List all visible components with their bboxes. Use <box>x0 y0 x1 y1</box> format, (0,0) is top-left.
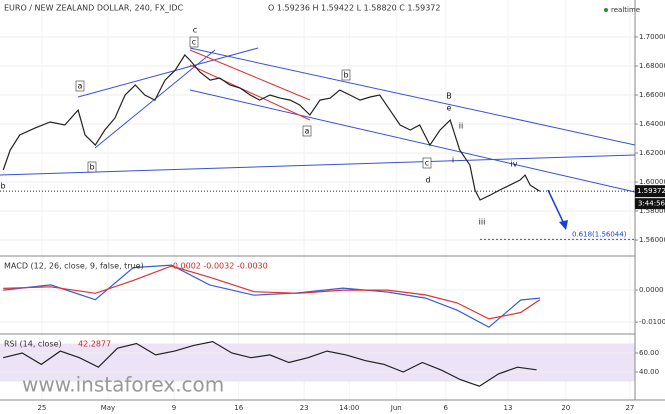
x-tick-label: 16 <box>234 404 243 412</box>
annotation-box <box>75 80 85 92</box>
indicator-readout: 42.2877 <box>78 340 111 349</box>
x-tick-label: 23 <box>300 404 309 412</box>
status: realtime <box>611 6 640 14</box>
wave-label: d <box>425 176 430 185</box>
price-line <box>2 54 541 201</box>
header-title: EURO / NEW ZEALAND DOLLAR, 240, FX_IDC <box>4 4 183 13</box>
macd-line <box>3 265 541 320</box>
wave-label: b <box>0 182 5 191</box>
indicator-title: RSI (14, close) <box>4 340 62 349</box>
wave-label: e <box>447 104 452 113</box>
annotation-box <box>422 157 432 169</box>
rsi-band <box>0 343 635 382</box>
trendline <box>189 64 311 121</box>
x-tick-label: Jun <box>390 404 402 412</box>
y-tick-label: 1.64000 <box>639 120 665 128</box>
wave-label: a <box>305 127 310 136</box>
countdown-box <box>635 198 665 210</box>
arrow-head <box>559 220 568 230</box>
annotation-box <box>189 36 199 48</box>
countdown: 3:44:56 <box>638 200 665 208</box>
y-tick-label: 60.00 <box>639 349 659 357</box>
x-tick-label: 27 <box>625 404 634 412</box>
wave-label: ii <box>459 122 463 131</box>
trendline <box>0 154 636 176</box>
status-dot <box>604 8 608 12</box>
x-tick-label: 14:00 <box>339 404 359 412</box>
wave-label: c <box>192 38 196 47</box>
wave-label: c <box>193 26 197 35</box>
y-tick-label: 1.68000 <box>639 62 665 70</box>
y-tick-label: 1.58000 <box>639 207 665 215</box>
x-tick-label: 9 <box>172 404 176 412</box>
trendline <box>189 47 636 146</box>
x-tick-label: 13 <box>504 404 513 412</box>
y-tick-label: 1.66000 <box>639 91 665 99</box>
arrow <box>547 189 566 227</box>
x-tick-label: 25 <box>37 404 46 412</box>
annotation-box <box>87 161 97 173</box>
last-price-box <box>635 185 665 198</box>
trendline <box>189 49 311 101</box>
last-price-label: 1.59372 <box>637 187 665 195</box>
wave-label: b <box>343 71 348 80</box>
wave-label: i <box>452 156 454 165</box>
wave-label: b <box>89 163 94 172</box>
wave-label: iv <box>511 160 518 169</box>
x-tick-label: 20 <box>561 404 570 412</box>
y-tick-label: 0.0000 <box>639 286 664 294</box>
y-tick-label: 40.00 <box>639 368 659 376</box>
rsi-line <box>3 340 537 387</box>
indicator-title: MACD (12, 26, close, 9, false, true) <box>4 262 144 271</box>
y-tick-label: 1.70000 <box>639 33 665 41</box>
x-tick-label: May <box>101 404 115 412</box>
watermark: www.instaforex.com <box>22 373 224 397</box>
y-tick-label: 1.62000 <box>639 149 665 157</box>
wave-label: B <box>446 92 452 101</box>
trendline <box>189 89 636 193</box>
x-tick-label: 6 <box>444 404 449 412</box>
wave-label: a <box>78 82 83 91</box>
wave-label: iii <box>479 218 486 227</box>
y-tick-label: 1.60000 <box>639 178 665 186</box>
y-tick-label: -0.0100 <box>639 318 665 326</box>
indicator-readout: -0.0002 -0.0032 -0.0030 <box>170 262 268 271</box>
annotation-box <box>341 69 351 81</box>
fib-label: 0.618(1.56044) <box>572 230 627 238</box>
y-tick-label: 1.56000 <box>639 236 665 244</box>
header-ohlc: O 1.59236 H 1.59422 L 1.58820 C 1.59372 <box>268 4 440 13</box>
red-channel <box>189 49 311 121</box>
wave-label: c <box>425 159 429 168</box>
annotation-box <box>302 125 312 137</box>
